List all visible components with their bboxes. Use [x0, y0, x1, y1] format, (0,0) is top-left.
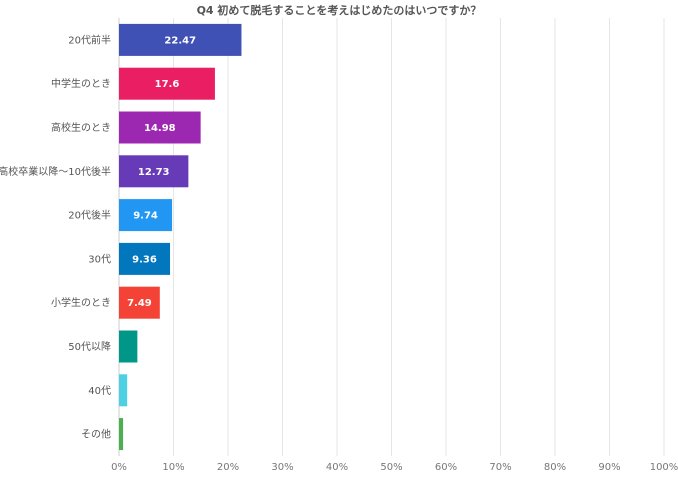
x-tick-label: 90%: [598, 462, 620, 473]
x-tick-label: 20%: [217, 462, 239, 473]
bar: [119, 330, 138, 363]
data-label: 22.47: [164, 35, 196, 46]
data-label: 14.98: [144, 123, 176, 134]
category-label: 50代以降: [68, 340, 111, 353]
category-label: その他: [81, 428, 111, 441]
x-tick-label: 70%: [489, 462, 511, 473]
data-label: 9.74: [133, 211, 158, 222]
category-label: 20代前半: [68, 33, 111, 46]
x-tick-label: 40%: [326, 462, 348, 473]
bar: [119, 155, 189, 188]
bar: [119, 286, 160, 319]
category-label: 中学生のとき: [51, 77, 111, 90]
bar: [119, 67, 215, 100]
category-label: 高校生のとき: [51, 121, 111, 134]
category-label: 40代: [88, 385, 111, 397]
data-label: 9.36: [132, 254, 157, 265]
x-tick-label: 10%: [162, 462, 184, 473]
category-label: 高校卒業以降〜10代後半: [0, 165, 111, 178]
data-label: 7.49: [127, 298, 152, 309]
x-tick-label: 100%: [650, 462, 678, 473]
bar: [119, 418, 124, 451]
category-label: 30代: [88, 253, 111, 265]
bar: [119, 242, 171, 275]
x-tick-label: 0%: [111, 462, 127, 473]
bar: [119, 374, 128, 407]
data-label: 12.73: [138, 167, 170, 178]
bar: [119, 111, 201, 144]
category-label: 20代後半: [68, 209, 111, 222]
bar: [119, 199, 173, 232]
x-tick-label: 80%: [544, 462, 566, 473]
x-tick-label: 30%: [271, 462, 293, 473]
x-tick-label: 60%: [435, 462, 457, 473]
bar: [119, 23, 242, 56]
chart-title: Q4 初めて脱毛することを考えはじめたのはいつですか？: [196, 4, 482, 17]
x-tick-label: 50%: [380, 462, 402, 473]
category-label: 小学生のとき: [51, 296, 111, 309]
data-label: 17.6: [155, 79, 180, 90]
